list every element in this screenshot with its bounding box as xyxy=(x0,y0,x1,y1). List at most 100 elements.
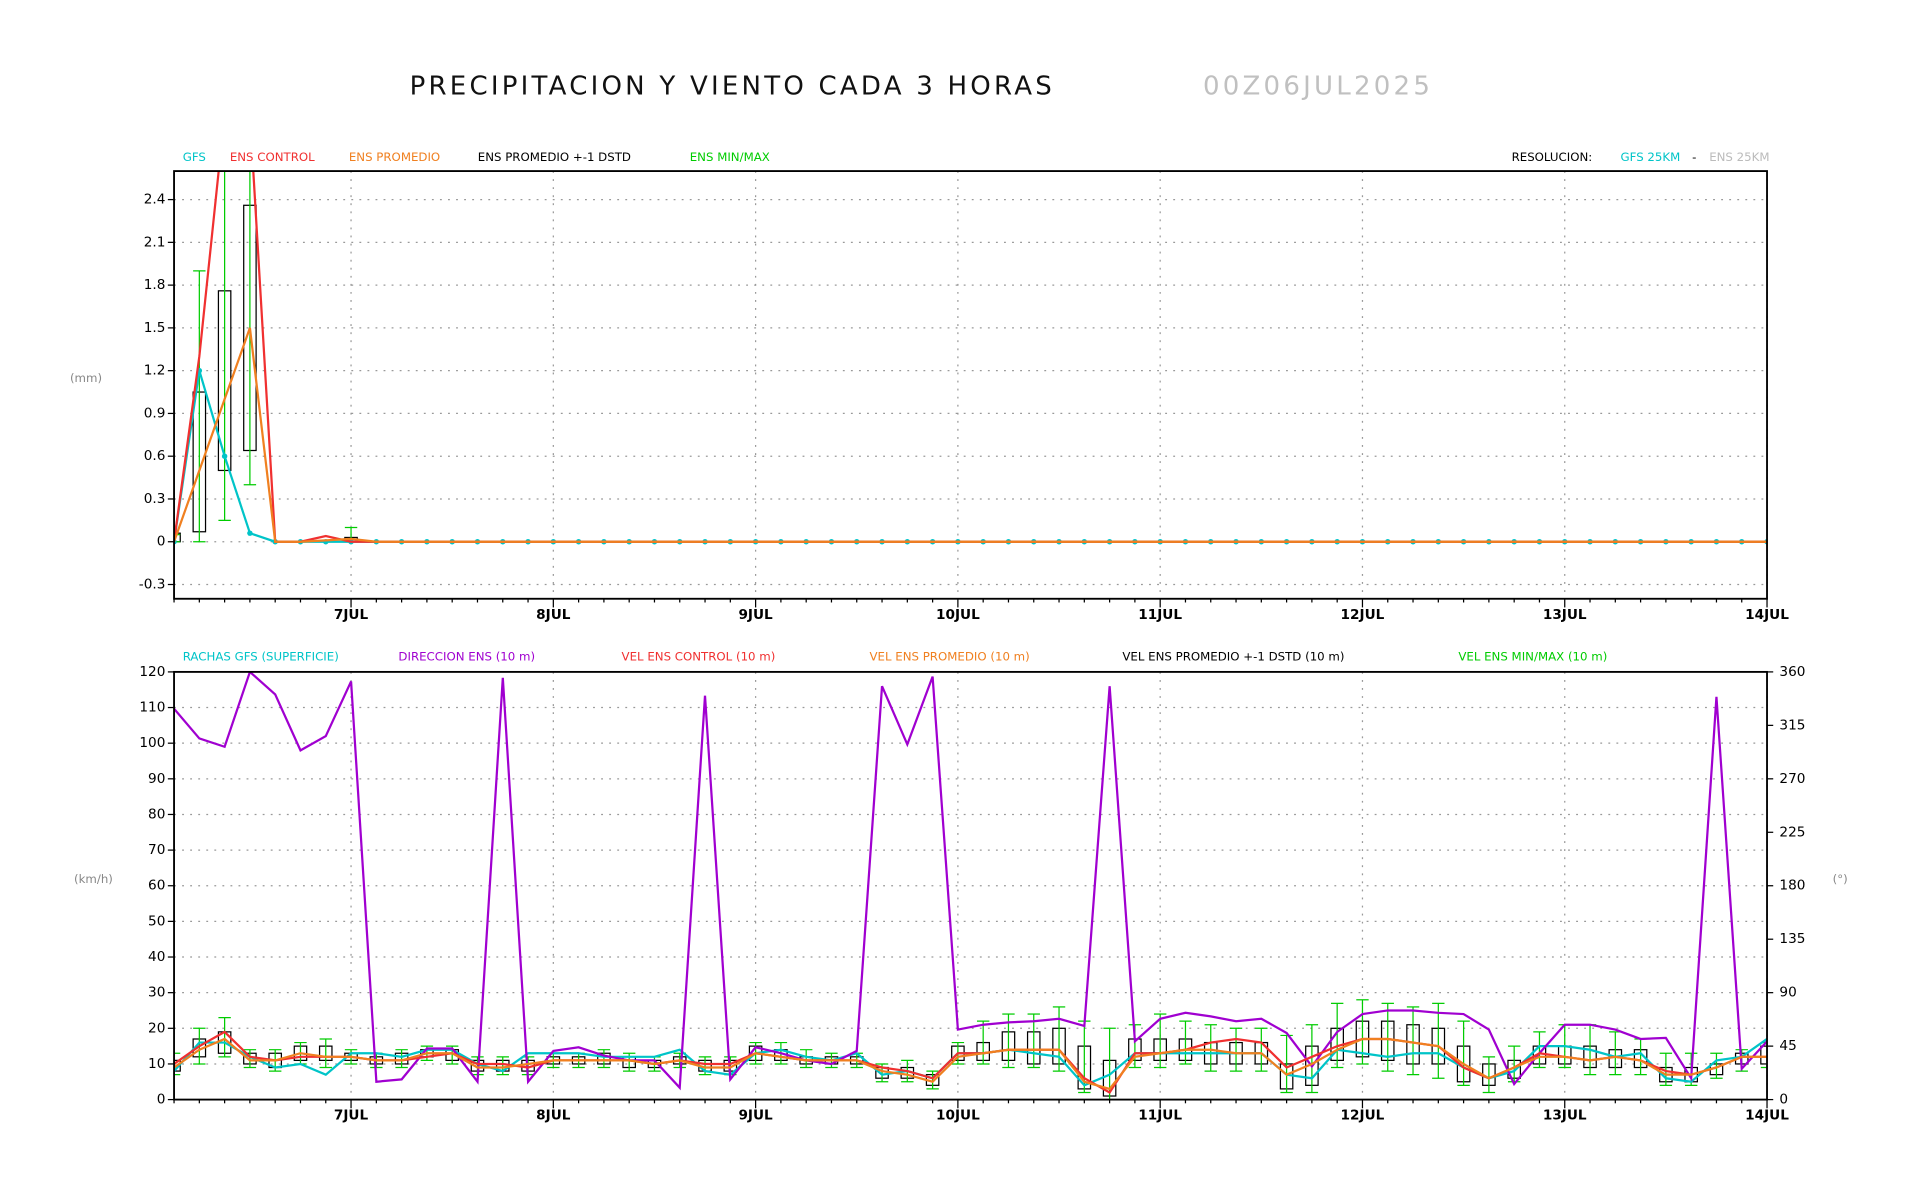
x-tick-label: 14JUL xyxy=(1745,1108,1789,1124)
min-max-whisker xyxy=(1179,1020,1192,1065)
x-tick-label: 8JUL xyxy=(536,1108,571,1124)
point xyxy=(221,453,228,459)
min-max-whisker xyxy=(1710,1052,1723,1079)
plot-frame xyxy=(173,170,1768,600)
min-max-whisker xyxy=(1381,1002,1394,1072)
legend-entry: VEL ENS CONTROL (10 m) xyxy=(622,650,776,664)
y-tick-label: 0 xyxy=(157,1092,166,1108)
x-tick-label: 9JUL xyxy=(738,1108,773,1124)
plot-frame xyxy=(173,670,1768,1101)
min-max-whisker xyxy=(243,1049,257,1069)
y-tick-label: 60 xyxy=(148,878,165,894)
plot-area xyxy=(174,671,1768,1100)
x-tick-label: 9JUL xyxy=(738,607,773,623)
min-max-whisker xyxy=(1482,1056,1496,1094)
y-tick-label: 70 xyxy=(148,842,165,858)
y2-axis-label: (°) xyxy=(1833,872,1848,886)
min-max-whisker xyxy=(926,1070,939,1090)
y-tick-label: 0.9 xyxy=(144,405,166,421)
min-max-whisker xyxy=(319,1038,332,1069)
y2-tick-label: 90 xyxy=(1779,985,1796,1001)
y-tick-label: 20 xyxy=(148,1020,165,1036)
y-tick-label: 110 xyxy=(139,700,165,716)
y2-tick-label: 0 xyxy=(1779,1092,1788,1108)
min-max-whisker xyxy=(174,1052,181,1076)
x-tick-label: 8JUL xyxy=(536,607,571,623)
min-max-whisker xyxy=(1255,1027,1268,1072)
legend-entry: ENS MIN/MAX xyxy=(690,150,770,164)
min-max-whisker xyxy=(1659,1052,1673,1086)
x-tick-label: 7JUL xyxy=(334,607,369,623)
series-line xyxy=(174,1037,1768,1091)
title: PRECIPITACION Y VIENTO CADA 3 HORAS xyxy=(410,71,1055,101)
y-tick-label: 0.3 xyxy=(144,491,166,507)
min-max-whisker xyxy=(1609,1031,1622,1076)
point xyxy=(247,530,253,536)
x-tick-label: 13JUL xyxy=(1543,1108,1587,1124)
min-max-whisker xyxy=(799,1049,813,1069)
y-tick-label: 0.6 xyxy=(144,448,166,464)
min-max-whisker xyxy=(174,533,181,543)
y2-tick-label: 270 xyxy=(1779,771,1805,787)
y-tick-label: 80 xyxy=(148,806,165,822)
series-line xyxy=(174,671,1768,1091)
legend-entry: VEL ENS PROMEDIO +-1 DSTD (10 m) xyxy=(1122,650,1344,664)
y-tick-label: 10 xyxy=(148,1056,165,1072)
y2-tick-label: 225 xyxy=(1779,824,1805,840)
legend-entry: GFS xyxy=(183,150,206,164)
legend-entry: ENS PROMEDIO +-1 DSTD xyxy=(478,150,631,164)
x-tick-label: 13JUL xyxy=(1543,607,1587,623)
y-tick-label: 2.1 xyxy=(144,234,166,250)
series-line xyxy=(174,327,1768,543)
x-tick-label: 10JUL xyxy=(936,607,980,623)
legend-entry: VEL ENS MIN/MAX (10 m) xyxy=(1458,650,1607,664)
min-max-whisker xyxy=(1280,1034,1293,1094)
x-tick-label: 11JUL xyxy=(1138,1108,1182,1124)
y2-tick-label: 315 xyxy=(1779,717,1805,733)
legend-entry: VEL ENS PROMEDIO (10 m) xyxy=(870,650,1030,664)
min-max-whisker xyxy=(395,1049,408,1069)
y2-tick-label: 135 xyxy=(1779,931,1805,947)
min-max-whisker xyxy=(1052,1006,1066,1072)
x-tick-label: 10JUL xyxy=(936,1108,980,1124)
y-tick-label: 1.8 xyxy=(144,277,166,293)
y-tick-label: 30 xyxy=(148,985,165,1001)
min-max-whisker xyxy=(1027,1013,1040,1069)
y-tick-label: 120 xyxy=(139,664,165,680)
y-tick-label: 1.2 xyxy=(144,363,166,379)
std-box xyxy=(174,532,181,543)
min-max-whisker xyxy=(1533,1031,1546,1069)
legend-entry: DIRECCION ENS (10 m) xyxy=(398,650,535,664)
y2-tick-label: 45 xyxy=(1779,1038,1796,1054)
y2-tick-label: 180 xyxy=(1779,878,1805,894)
min-max-whisker xyxy=(976,1020,990,1065)
x-tick-label: 14JUL xyxy=(1745,607,1789,623)
min-max-whisker xyxy=(1330,1002,1344,1069)
min-max-whisker xyxy=(1406,1006,1420,1076)
x-tick-label: 12JUL xyxy=(1341,607,1385,623)
y2-tick-label: 360 xyxy=(1779,664,1805,680)
min-max-whisker xyxy=(1305,1024,1319,1094)
min-max-whisker xyxy=(193,270,206,543)
resolution-label: RESOLUCION: xyxy=(1512,150,1593,164)
y-tick-label: 50 xyxy=(148,913,165,929)
legend-entry: ENS CONTROL xyxy=(230,150,315,164)
legend-entry: RACHAS GFS (SUPERFICIE) xyxy=(183,650,339,664)
std-box xyxy=(1760,1045,1768,1065)
run-date: 00Z06JUL2025 xyxy=(1203,71,1433,101)
plot-area xyxy=(174,171,1768,545)
min-max-whisker xyxy=(243,171,257,486)
min-max-whisker xyxy=(218,1016,231,1058)
legend-entry: ENS PROMEDIO xyxy=(349,150,440,164)
y-axis-label: (km/h) xyxy=(74,872,113,886)
resolution-gfs: GFS 25KM xyxy=(1621,150,1681,164)
y-tick-label: 40 xyxy=(148,949,165,965)
min-max-whisker xyxy=(1153,1013,1167,1069)
min-max-whisker xyxy=(597,1049,611,1069)
y-tick-label: 100 xyxy=(139,735,165,751)
resolution-ens: ENS 25KM xyxy=(1709,150,1769,164)
y-tick-label: 2.4 xyxy=(144,192,166,208)
y-tick-label: 0 xyxy=(157,534,166,550)
x-tick-label: 11JUL xyxy=(1138,607,1182,623)
